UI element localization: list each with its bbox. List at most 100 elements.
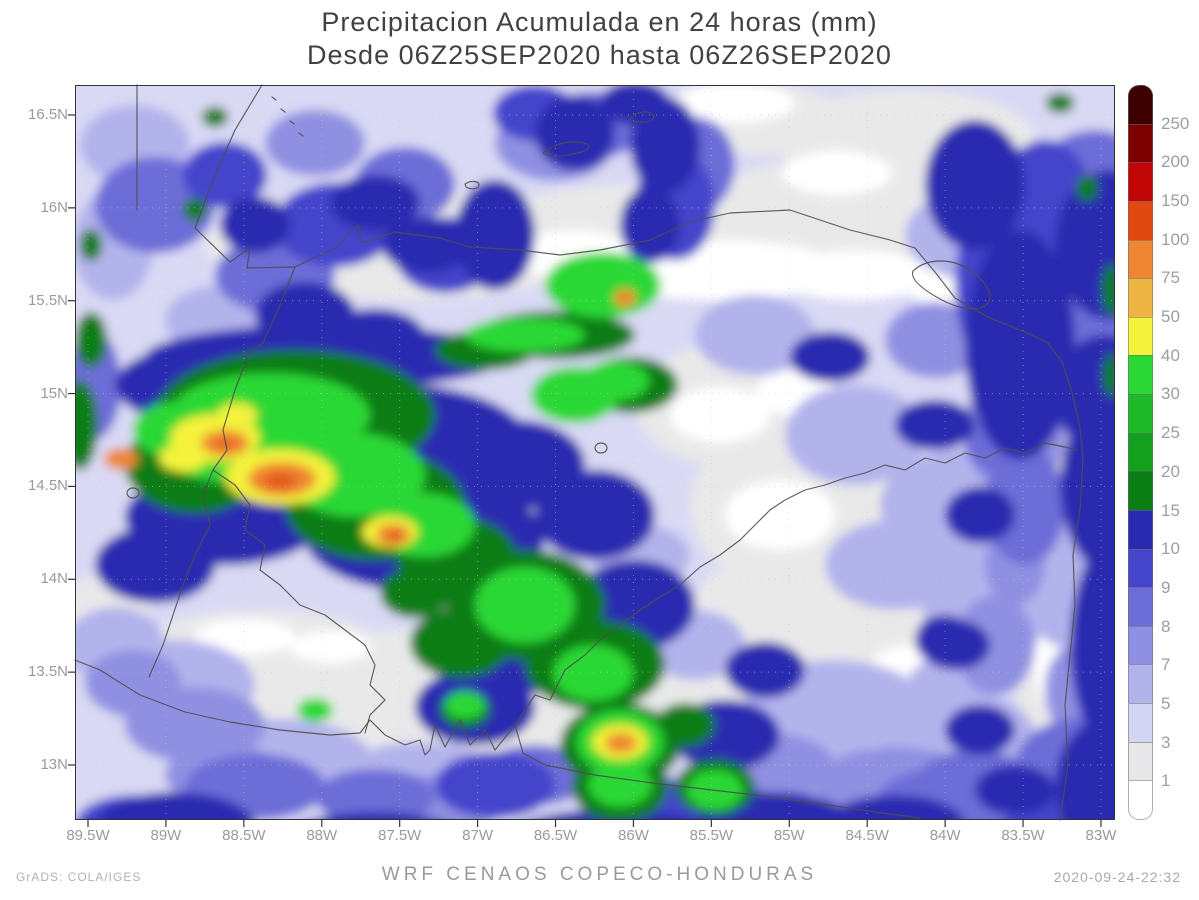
shaded-precip-layers: [75, 85, 1115, 820]
precip-blob: [1070, 535, 1115, 755]
colorbar-segment: [1128, 703, 1153, 743]
map-border-path: [594, 442, 608, 454]
y-tick-label: 14N: [40, 570, 68, 588]
precip-blob: [531, 367, 619, 423]
map-border-path: [194, 209, 1084, 821]
precip-blob: [790, 332, 870, 382]
x-tick-label: 89W: [150, 827, 182, 844]
precip-colorbar: [1128, 85, 1153, 820]
y-tick-label: 13N: [40, 755, 68, 773]
axis-frame-and-ticks: [68, 85, 1115, 827]
map-border-path: [74, 659, 921, 819]
precip-blob: [195, 619, 295, 655]
colorbar-label: 5: [1161, 693, 1171, 713]
map-border-path: [629, 111, 655, 123]
colorbar-segment: [1128, 85, 1153, 125]
precip-blob: [535, 470, 655, 560]
colorbar-label: 30: [1161, 384, 1180, 404]
colorbar-segment: [1128, 355, 1153, 395]
colorbar-segment: [1128, 316, 1153, 357]
coastlines-and-borders: [74, 84, 1084, 821]
colorbar-label: 100: [1161, 229, 1190, 249]
precip-blob: [725, 480, 835, 550]
precip-blob: [475, 567, 575, 643]
precip-blob: [216, 439, 234, 449]
precip-blob: [775, 250, 935, 300]
precip-blob: [330, 175, 420, 231]
precip-blob: [183, 198, 207, 222]
y-tick-label: 15.5N: [27, 291, 68, 309]
precip-blob: [183, 142, 267, 208]
precip-blob: [945, 705, 1015, 755]
precip-blob: [290, 631, 370, 663]
precipitation-field-map: [68, 84, 1115, 827]
precip-blob: [96, 792, 254, 820]
x-tick-label: 85W: [773, 827, 805, 844]
precip-blob: [825, 795, 965, 820]
map-border-path: [271, 96, 304, 137]
x-tick-label: 88.5W: [222, 827, 266, 844]
colorbar-label: 250: [1161, 113, 1190, 133]
x-tick-label: 84.5W: [845, 827, 889, 844]
precip-blob: [695, 295, 815, 375]
colorbar-segment: [1128, 625, 1153, 666]
colorbar-label: 200: [1161, 152, 1190, 172]
precip-blob: [1055, 335, 1115, 455]
precip-blob: [311, 812, 439, 820]
x-tick-label: 86W: [618, 827, 649, 844]
precip-blob: [920, 620, 990, 670]
precip-blob: [588, 763, 652, 807]
precip-blob: [782, 151, 892, 195]
precip-blob: [675, 85, 795, 123]
precip-blob: [297, 698, 333, 722]
precip-blob: [1055, 170, 1115, 320]
map-border-path: [212, 469, 386, 734]
colorbar-segment: [1128, 548, 1153, 589]
colorbar-segment: [1128, 780, 1153, 820]
precip-blob: [435, 752, 555, 818]
precip-blob: [925, 120, 1025, 250]
y-tick-label: 13.5N: [27, 663, 68, 681]
precip-blob: [445, 691, 485, 719]
y-tick-label: 14.5N: [27, 477, 68, 495]
precip-blob: [80, 229, 102, 261]
colorbar-segment: [1128, 509, 1153, 550]
precip-blob: [630, 97, 700, 193]
colorbar-segment: [1128, 123, 1153, 164]
map-border-path: [514, 442, 1078, 726]
x-tick-label: 88W: [306, 827, 338, 844]
colorbar-label: 50: [1161, 307, 1180, 327]
colorbar-label: 8: [1161, 616, 1171, 636]
x-tick-label: 85.5W: [689, 827, 734, 844]
precip-blob: [85, 650, 181, 716]
precip-blob: [620, 187, 680, 263]
precip-blob: [945, 487, 1015, 543]
colorbar-segment: [1128, 278, 1153, 318]
chart-title-line2: Desde 06Z25SEP2020 hasta 06Z26SEP2020: [307, 40, 892, 70]
precip-blob: [1055, 715, 1115, 820]
colorbar-label: 40: [1161, 345, 1180, 365]
precip-blob: [75, 380, 98, 470]
model-source-label: WRF CENAOS COPECO-HONDURAS: [381, 864, 818, 885]
precip-blob: [670, 387, 770, 443]
precip-blob: [785, 385, 925, 485]
precip-blob: [1076, 175, 1098, 201]
colorbar-segment: [1128, 162, 1153, 202]
colorbar-label: 150: [1161, 191, 1190, 211]
precip-blob: [382, 217, 472, 273]
precip-blob: [895, 400, 975, 450]
grads-credit-label: GrADS: COLA/IGES: [16, 870, 142, 884]
precip-blob: [455, 180, 535, 290]
map-border-path: [542, 141, 590, 157]
colorbar-label: 9: [1161, 577, 1171, 597]
precip-blob: [159, 444, 207, 472]
colorbar-label: 3: [1161, 732, 1171, 752]
precip-blob: [725, 642, 805, 698]
colorbar-segment: [1128, 239, 1153, 280]
y-tick-label: 16.5N: [27, 106, 68, 123]
precip-blob: [263, 473, 297, 489]
precip-blob: [553, 645, 633, 701]
colorbar-label: 10: [1161, 539, 1180, 559]
y-tick-label: 15N: [40, 384, 68, 402]
